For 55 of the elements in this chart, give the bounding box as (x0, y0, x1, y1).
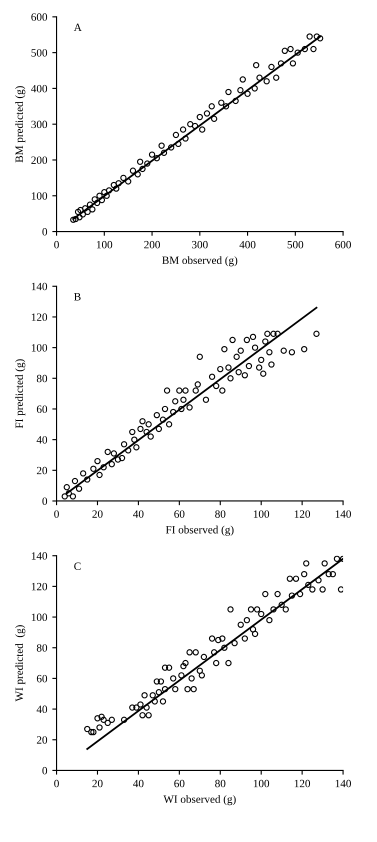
x-tick-label: 60 (174, 510, 184, 518)
annotation: A (74, 24, 82, 31)
x-tick-label: 600 (335, 240, 351, 248)
y-tick-label: 140 (32, 282, 48, 290)
x-tick-label: 20 (92, 510, 103, 518)
x-tick-label: 0 (54, 780, 59, 788)
y-tick-label: 200 (31, 156, 48, 164)
x-tick-label: 20 (92, 780, 103, 788)
x-tick-label: 140 (336, 780, 351, 788)
x-tick-label: 80 (215, 780, 226, 788)
y-tick-label: 0 (42, 497, 48, 505)
y-tick-label: 80 (36, 374, 48, 382)
x-tick-label: 80 (215, 510, 226, 518)
y-tick-label: 20 (36, 736, 48, 744)
x-tick-label: 0 (54, 510, 59, 518)
y-tick-label: 300 (31, 120, 48, 128)
y-tick-label: 600 (31, 13, 48, 21)
x-axis-title: WI observed (g) (163, 795, 236, 806)
y-tick-label: 60 (36, 405, 48, 413)
y-tick-label: 400 (31, 84, 48, 92)
y-tick-label: 40 (36, 706, 48, 714)
y-tick-label: 20 (36, 466, 48, 474)
annotation: C (74, 562, 81, 570)
x-tick-label: 120 (294, 780, 310, 788)
y-tick-label: 100 (32, 192, 48, 200)
x-tick-label: 100 (254, 510, 270, 518)
x-tick-label: 200 (144, 240, 160, 248)
y-tick-label: 80 (36, 644, 48, 652)
x-tick-label: 100 (254, 780, 270, 788)
x-tick-label: 140 (336, 510, 351, 518)
x-axis-title: FI observed (g) (166, 526, 234, 536)
y-tick-label: 0 (42, 228, 48, 236)
x-tick-label: 60 (174, 780, 184, 788)
y-tick-label: 120 (32, 313, 48, 321)
x-tick-label: 40 (133, 780, 144, 788)
y-tick-label: 100 (32, 614, 48, 622)
y-axis-title: WI predicted (g) (15, 625, 26, 702)
x-tick-label: 400 (239, 240, 256, 248)
y-tick-label: 140 (32, 552, 48, 560)
x-tick-label: 0 (54, 240, 59, 248)
y-tick-label: 120 (32, 582, 48, 590)
y-tick-label: 500 (32, 49, 48, 57)
x-tick-label: 500 (288, 240, 304, 248)
y-tick-label: 60 (36, 674, 48, 682)
annotation: B (74, 293, 81, 300)
y-tick-label: 100 (32, 344, 48, 352)
x-axis-title: BM observed (g) (162, 256, 238, 266)
y-axis-title: BM predicted (g) (15, 86, 26, 162)
x-tick-label: 40 (133, 510, 144, 518)
x-tick-label: 120 (294, 510, 310, 518)
x-tick-label: 300 (192, 240, 208, 248)
y-axis-title: FI predicted (g) (15, 359, 26, 428)
y-tick-label: 40 (36, 436, 48, 444)
x-tick-label: 100 (96, 240, 112, 248)
y-tick-label: 0 (42, 766, 48, 774)
